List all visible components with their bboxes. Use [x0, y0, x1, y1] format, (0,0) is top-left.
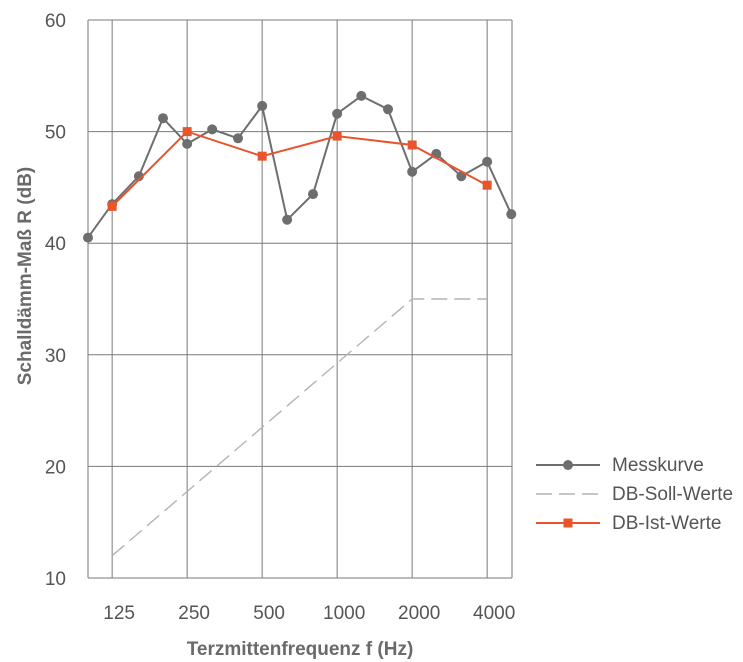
- y-axis-title: Schalldämm-Maß R (dB): [15, 167, 36, 386]
- y-tick-label: 20: [45, 457, 66, 478]
- legend-marker: [563, 460, 573, 470]
- series-line-db-soll-werte: [111, 298, 488, 557]
- y-tick-label: 50: [45, 123, 66, 144]
- data-point-db-ist-werte: [482, 180, 492, 190]
- data-point-messkurve: [356, 90, 367, 101]
- data-point-messkurve: [308, 189, 318, 200]
- legend-label: Messkurve: [612, 455, 704, 476]
- data-point-messkurve: [332, 108, 343, 119]
- data-point-messkurve: [506, 209, 517, 220]
- legend-label: DB-Ist-Werte: [612, 513, 721, 534]
- data-point-db-ist-werte: [407, 140, 417, 150]
- series-line-db-ist-werte: [111, 130, 488, 208]
- data-point-messkurve: [257, 100, 268, 111]
- x-tick-label: 500: [253, 603, 285, 624]
- series-layer: [83, 90, 517, 557]
- data-point-messkurve: [158, 113, 168, 124]
- x-tick-label: 2000: [398, 603, 440, 624]
- data-point-db-ist-werte: [332, 131, 342, 141]
- data-point-messkurve: [233, 133, 243, 144]
- x-axis-title: Terzmittenfrequenz f (Hz): [187, 639, 414, 660]
- plot-frame: [87, 19, 513, 579]
- y-tick-label: 60: [45, 11, 66, 32]
- data-point-db-ist-werte: [182, 127, 192, 137]
- data-point-db-ist-werte: [107, 201, 117, 211]
- data-point-db-ist-werte: [257, 151, 267, 161]
- x-tick-label: 250: [178, 603, 210, 624]
- legend-marker: [563, 518, 573, 528]
- legend: Messkurve DB-Soll-Werte DB-Ist-Werte: [536, 455, 733, 534]
- data-point-messkurve: [407, 166, 418, 177]
- data-point-messkurve: [182, 138, 193, 149]
- data-point-messkurve: [482, 156, 493, 167]
- y-tick-label: 10: [45, 569, 66, 590]
- x-tick-labels: 125 250 500 1000 2000 4000: [103, 603, 515, 624]
- x-tick-label: 4000: [473, 603, 515, 624]
- data-point-messkurve: [83, 232, 93, 243]
- data-point-messkurve: [282, 214, 293, 225]
- data-point-messkurve: [383, 104, 393, 115]
- data-point-messkurve: [207, 124, 218, 135]
- legend-label: DB-Soll-Werte: [612, 484, 733, 505]
- y-tick-label: 40: [45, 234, 66, 255]
- grid-lines: [88, 19, 512, 579]
- y-tick-labels: 10 20 30 40 50 60: [45, 11, 66, 590]
- series-line-messkurve: [87, 94, 513, 239]
- x-tick-label: 125: [103, 603, 135, 624]
- y-tick-label: 30: [45, 346, 66, 367]
- data-point-messkurve: [133, 171, 144, 182]
- x-tick-label: 1000: [323, 603, 365, 624]
